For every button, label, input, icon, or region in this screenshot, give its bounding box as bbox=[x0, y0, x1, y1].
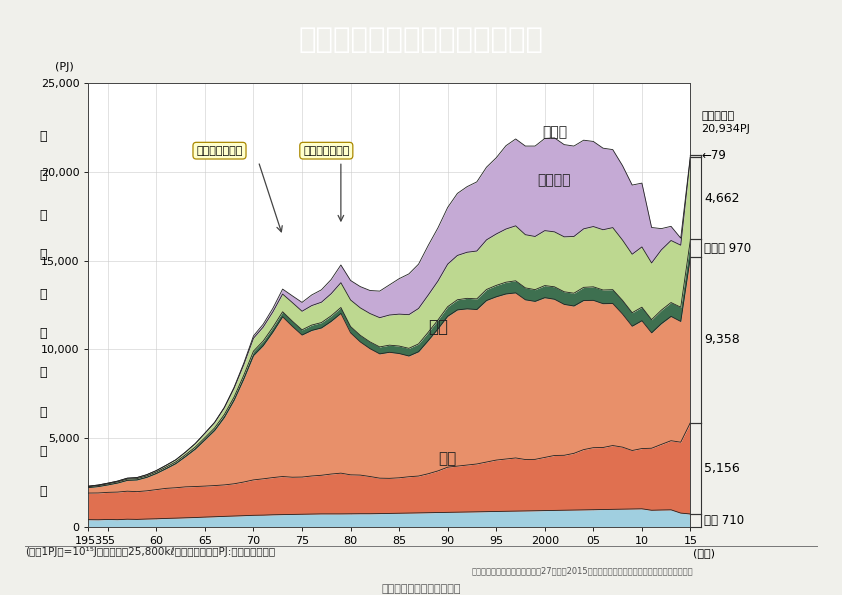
Text: 給: 給 bbox=[40, 445, 47, 458]
Text: (注）1PJ（=10¹⁵J）は原油約25,800kℓの熱量に相当（PJ:ペタジュール）: (注）1PJ（=10¹⁵J）は原油約25,800kℓの熱量に相当（PJ:ペタジュ… bbox=[25, 547, 275, 558]
Text: ネ: ネ bbox=[40, 248, 47, 261]
Text: エ: エ bbox=[40, 209, 47, 222]
Text: 水力 710: 水力 710 bbox=[704, 513, 744, 527]
Text: 供: 供 bbox=[40, 406, 47, 419]
Text: 原子力・エネルギー図面集: 原子力・エネルギー図面集 bbox=[381, 584, 461, 594]
Text: 原子力: 原子力 bbox=[542, 126, 567, 139]
Text: ギ: ギ bbox=[40, 327, 47, 340]
Text: 日本の一次エネルギー供給実績: 日本の一次エネルギー供給実績 bbox=[299, 26, 543, 54]
Text: (PJ): (PJ) bbox=[56, 62, 74, 72]
Text: 第二次石油危機: 第二次石油危機 bbox=[303, 146, 349, 156]
Text: 4,662: 4,662 bbox=[704, 192, 739, 205]
Text: 次: 次 bbox=[40, 170, 47, 183]
Text: 天然ガス: 天然ガス bbox=[538, 173, 571, 187]
Text: 5,156: 5,156 bbox=[704, 462, 739, 475]
Text: 第一次石油危機: 第一次石油危機 bbox=[196, 146, 242, 156]
Text: 9,358: 9,358 bbox=[704, 333, 739, 346]
Text: 供給量合計
20,934PJ: 供給量合計 20,934PJ bbox=[701, 111, 750, 134]
Text: (年度): (年度) bbox=[694, 548, 716, 558]
Text: ←79: ←79 bbox=[701, 149, 727, 162]
Text: 石油: 石油 bbox=[428, 318, 448, 336]
Text: ー: ー bbox=[40, 367, 47, 380]
Text: ル: ル bbox=[40, 287, 47, 300]
Text: 石炭: 石炭 bbox=[439, 451, 457, 466]
Text: 出典：資源エネルギー庁「平成27年度（2015年度エネルギー需給実績（確報）」市より作成: 出典：資源エネルギー庁「平成27年度（2015年度エネルギー需給実績（確報）」市… bbox=[472, 566, 693, 575]
Text: 量: 量 bbox=[40, 484, 47, 497]
Text: 一: 一 bbox=[40, 130, 47, 143]
Text: その他 970: その他 970 bbox=[704, 242, 751, 255]
